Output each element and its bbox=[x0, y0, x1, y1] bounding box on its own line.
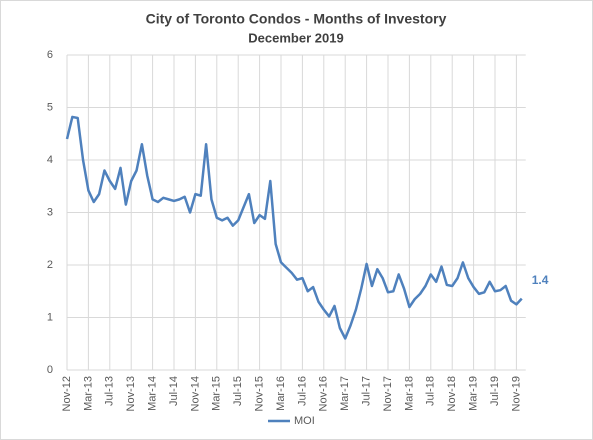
y-tick-label: 3 bbox=[47, 206, 53, 218]
x-tick-label: Jul-14 bbox=[168, 376, 180, 406]
chart-subtitle: December 2019 bbox=[248, 30, 343, 45]
y-tick-label: 1 bbox=[47, 311, 53, 323]
x-tick-label: Jul-16 bbox=[296, 376, 308, 406]
line bbox=[65, 115, 523, 340]
x-tick-label: Nov-17 bbox=[382, 376, 394, 411]
x-tick-label: Jul-17 bbox=[361, 376, 373, 406]
x-tick-label: Nov-19 bbox=[510, 376, 522, 411]
x-tick-label: Mar-14 bbox=[147, 376, 159, 411]
x-tick-label: Nov-15 bbox=[254, 376, 266, 411]
x-tick-label: Jul-18 bbox=[425, 376, 437, 406]
data-label: 1.4 bbox=[532, 273, 549, 287]
chart-title: City of Toronto Condos - Months of Inves… bbox=[146, 11, 447, 27]
legend-label: MOI bbox=[294, 415, 315, 427]
x-tick-label: Mar-15 bbox=[211, 376, 223, 411]
x-tick-label: Mar-13 bbox=[82, 376, 94, 411]
x-tick-label: Mar-18 bbox=[403, 376, 415, 411]
x-tick-label: Jul-13 bbox=[104, 376, 116, 406]
y-tick-label: 5 bbox=[47, 101, 53, 113]
y-tick-label: 0 bbox=[47, 364, 53, 376]
y-tick-label: 4 bbox=[47, 154, 53, 166]
x-tick-label: Jul-19 bbox=[489, 376, 501, 406]
x-tick-label: Nov-18 bbox=[446, 376, 458, 411]
y-tick-label: 2 bbox=[47, 259, 53, 271]
x-tick-label: Mar-16 bbox=[275, 376, 287, 411]
y-tick-label: 6 bbox=[47, 49, 53, 61]
x-tick-label: Jul-15 bbox=[232, 376, 244, 406]
x-tick-label: Nov-14 bbox=[189, 376, 201, 411]
x-tick-label: Nov-16 bbox=[318, 376, 330, 411]
x-tick-label: Mar-17 bbox=[339, 376, 351, 411]
x-tick-label: Mar-19 bbox=[468, 376, 480, 411]
x-tick-label: Nov-12 bbox=[61, 376, 73, 411]
x-tick-label: Nov-13 bbox=[125, 376, 137, 411]
